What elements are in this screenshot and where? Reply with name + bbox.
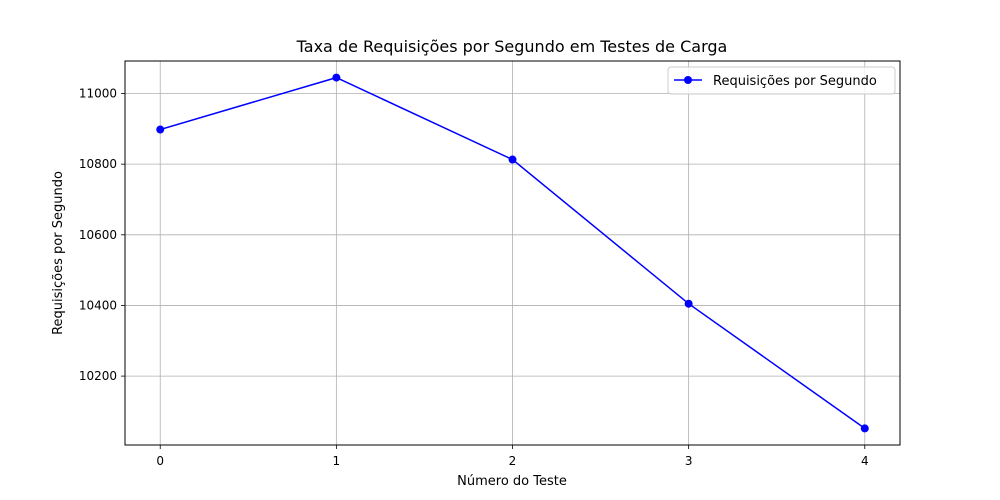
x-axis-label: Número do Teste bbox=[457, 474, 567, 489]
legend: Requisições por Segundo bbox=[667, 66, 896, 95]
data-point bbox=[156, 125, 165, 134]
data-point bbox=[860, 424, 869, 433]
y-tick-label: 11000 bbox=[79, 87, 117, 101]
legend-label: Requisições por Segundo bbox=[713, 74, 877, 89]
x-tick-label: 3 bbox=[685, 454, 693, 468]
x-tick-label: 1 bbox=[333, 454, 341, 468]
data-point bbox=[508, 155, 517, 164]
data-point bbox=[332, 73, 341, 82]
y-axis-label: Requisições por Segundo bbox=[51, 171, 66, 335]
x-axis-ticks: 0 1 2 3 4 bbox=[156, 445, 869, 468]
legend-marker-swatch bbox=[684, 76, 692, 84]
x-tick-label: 0 bbox=[156, 454, 164, 468]
x-tick-label: 4 bbox=[861, 454, 869, 468]
y-axis-ticks: 10200 10400 10600 10800 11000 bbox=[79, 87, 125, 383]
y-tick-label: 10800 bbox=[79, 157, 117, 171]
chart-title: Taxa de Requisições por Segundo em Teste… bbox=[296, 37, 728, 56]
y-tick-label: 10200 bbox=[79, 369, 117, 383]
y-tick-label: 10600 bbox=[79, 228, 117, 242]
series-layer bbox=[156, 73, 869, 433]
data-point bbox=[684, 299, 693, 308]
y-tick-label: 10400 bbox=[79, 298, 117, 312]
x-tick-label: 2 bbox=[509, 454, 517, 468]
legend-box bbox=[667, 66, 896, 95]
